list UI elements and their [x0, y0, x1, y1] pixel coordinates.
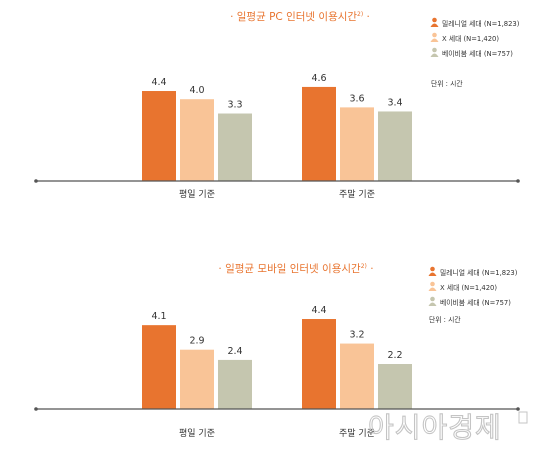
- person-icon: [428, 266, 437, 276]
- person-icon-head: [430, 281, 435, 287]
- person-icon-head: [432, 47, 437, 53]
- legend-label-2: X 세대 (N=1,420): [440, 283, 497, 292]
- chart-title: · 일평균 모바일 인터넷 이용시간2) ·: [218, 262, 373, 275]
- x-tick-label-2: 주말 기준: [339, 188, 375, 200]
- legend-label-1: 밀레니얼 세대 (N=1,823): [442, 19, 520, 28]
- data-label-2-1: 2.9: [189, 336, 204, 347]
- person-icon-body: [430, 53, 439, 57]
- bar-3-1: [218, 359, 252, 409]
- person-icon-body: [428, 287, 437, 291]
- bar-2-2: [340, 343, 374, 409]
- bar-2-1: [180, 349, 214, 409]
- chart-panel-2: · 일평균 모바일 인터넷 이용시간2) · 4.1 4.4 2.9 3.2 2.4 2.2…: [34, 262, 520, 439]
- chart-title: · 일평균 PC 인터넷 이용시간2) ·: [230, 10, 370, 23]
- person-icon: [430, 32, 439, 42]
- unit-label: 단위 : 시간: [431, 79, 463, 88]
- data-label-1-1: 4.1: [151, 311, 166, 322]
- legend-label-3: 베이비붐 세대 (N=757): [442, 49, 513, 58]
- watermark-frame-mark: [518, 411, 528, 424]
- axis-end-dot-left: [34, 407, 38, 411]
- chart-title-superscript: 2): [361, 263, 367, 270]
- data-label-2-2: 3.2: [349, 330, 364, 341]
- legend-label-2: X 세대 (N=1,420): [442, 34, 499, 43]
- data-label-2-2: 3.6: [349, 93, 364, 104]
- person-icon: [430, 47, 439, 57]
- person-icon: [428, 296, 437, 306]
- x-tick-label-1: 평일 기준: [179, 428, 215, 439]
- data-label-2-1: 4.0: [189, 85, 204, 96]
- data-label-3-1: 3.3: [227, 100, 242, 111]
- data-label-3-1: 2.4: [227, 346, 242, 357]
- person-icon: [428, 281, 437, 291]
- bar-1-1: [142, 91, 176, 181]
- person-icon-head: [430, 296, 435, 302]
- chart-title-text: · 일평균 PC 인터넷 이용시간: [230, 10, 357, 23]
- data-label-3-2: 2.2: [387, 350, 402, 361]
- person-icon-head: [430, 266, 435, 272]
- chart-title-suffix: ·: [363, 11, 370, 23]
- bar-2-1: [180, 99, 214, 181]
- person-icon-head: [432, 17, 437, 23]
- bar-2-2: [340, 107, 374, 181]
- axis-end-dot-right: [516, 179, 520, 183]
- axis-end-dot-right: [516, 407, 520, 411]
- x-tick-label-1: 평일 기준: [179, 189, 215, 200]
- person-icon-body: [430, 38, 439, 42]
- bar-1-1: [142, 325, 176, 409]
- bar-3-1: [218, 113, 252, 181]
- chart-panel-1: · 일평균 PC 인터넷 이용시간2) · 4.4 4.6 4.0 3.6 3.3 3.4 평…: [34, 10, 520, 200]
- data-label-1-2: 4.6: [311, 73, 326, 84]
- bar-1-2: [302, 86, 336, 181]
- legend-label-3: 베이비붐 세대 (N=757): [440, 298, 511, 307]
- person-icon-head: [432, 32, 437, 38]
- data-label-3-2: 3.4: [387, 97, 402, 108]
- bar-1-2: [302, 319, 336, 409]
- person-icon-body: [428, 272, 437, 276]
- watermark: 아시아경제: [368, 411, 502, 444]
- bar-3-2: [378, 364, 412, 409]
- chart-title-superscript: 2): [357, 11, 363, 18]
- bar-3-2: [378, 111, 412, 181]
- data-label-1-2: 4.4: [311, 305, 326, 316]
- person-icon-body: [430, 23, 439, 27]
- person-icon-body: [428, 302, 437, 306]
- x-tick-label-2: 주말 기준: [339, 427, 375, 439]
- chart-title-suffix: ·: [367, 263, 374, 275]
- unit-label: 단위 : 시간: [429, 315, 461, 324]
- axis-end-dot-left: [34, 179, 38, 183]
- data-label-1-1: 4.4: [151, 77, 166, 88]
- chart-title-text: · 일평균 모바일 인터넷 이용시간: [218, 262, 361, 275]
- legend-label-1: 밀레니얼 세대 (N=1,823): [440, 268, 518, 277]
- person-icon: [430, 17, 439, 27]
